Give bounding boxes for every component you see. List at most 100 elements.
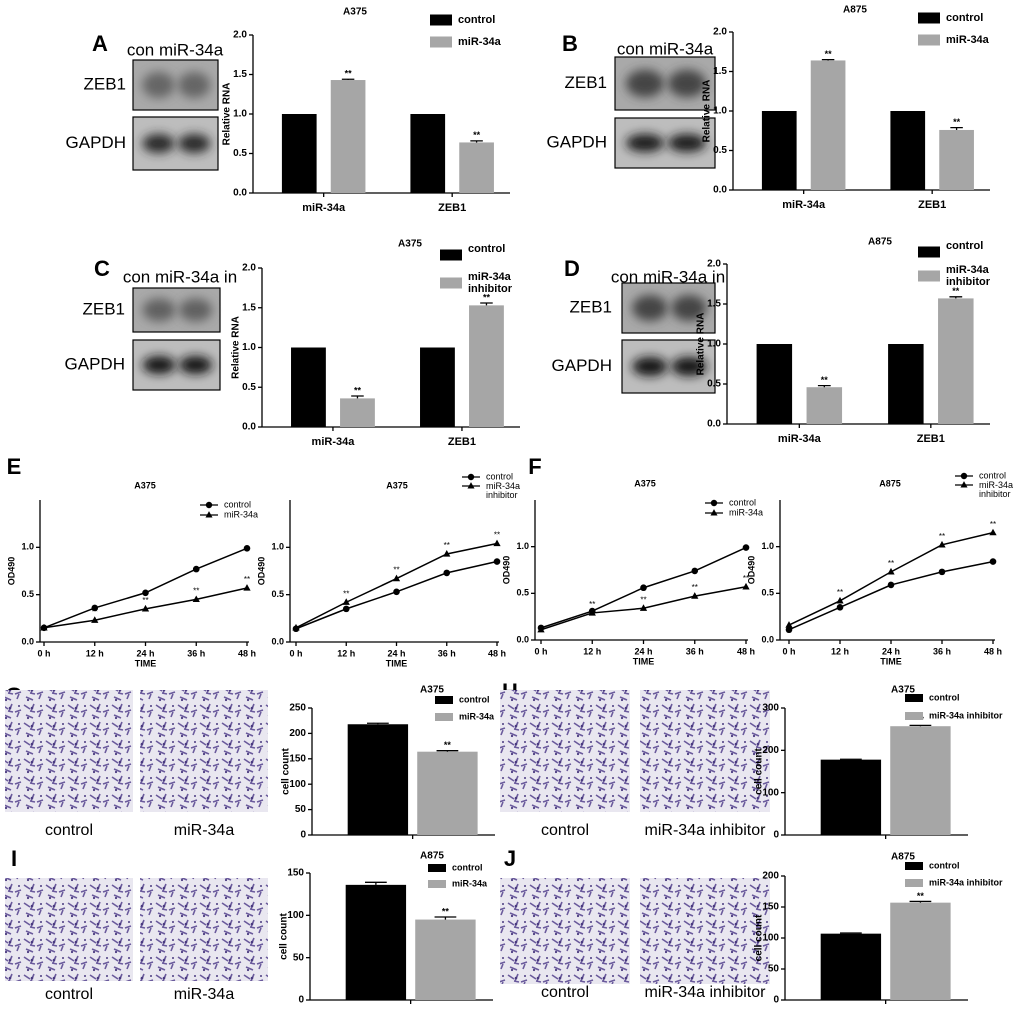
error-bar (949, 297, 962, 299)
y-tick-label: 200 (289, 728, 306, 739)
micrograph (500, 878, 630, 984)
circle-marker (939, 569, 946, 576)
error-bar (950, 128, 962, 130)
bar (807, 387, 843, 424)
y-tick-label: 150 (289, 753, 306, 764)
chart-title: A375 (891, 685, 915, 696)
y-tick-label: 0.0 (233, 188, 247, 199)
blot-row-label: ZEB1 (83, 74, 126, 93)
line (789, 533, 993, 625)
legend-marker (468, 474, 474, 480)
micrograph-caption: miR-34a (174, 986, 235, 1003)
chart-title: A375 (386, 480, 408, 490)
significance-label: ** (442, 906, 450, 916)
x-tick-label: 48 h (488, 648, 506, 658)
blot-band (142, 72, 174, 98)
chart-title: A375 (420, 685, 444, 696)
y-tick-label: 0.0 (516, 634, 529, 644)
bar (417, 752, 477, 835)
micrograph (5, 878, 133, 981)
y-axis-label: cell count (754, 914, 765, 961)
panel-letter: C (94, 256, 110, 281)
y-tick-label: 1.0 (233, 109, 247, 120)
chart-title: A875 (879, 478, 901, 488)
blot-band (668, 70, 706, 98)
x-tick-label: 36 h (686, 646, 704, 656)
y-tick-label: 0.0 (242, 422, 256, 433)
x-tick-label: miR-34a (312, 436, 356, 448)
x-tick-label: 36 h (438, 648, 456, 658)
circle-marker (393, 589, 400, 596)
chart-title: A375 (134, 480, 156, 490)
x-tick-label: miR-34a (302, 202, 346, 214)
significance-label: ** (345, 69, 353, 79)
legend-swatch (435, 696, 453, 704)
significance-label: ** (193, 587, 199, 596)
circle-marker (193, 566, 200, 573)
y-tick-label: 0 (773, 830, 779, 841)
blot-band (626, 134, 664, 152)
y-tick-label: 0.5 (21, 589, 34, 599)
blot-band (142, 134, 174, 153)
y-tick-label: 0.5 (233, 148, 247, 159)
bar (821, 760, 881, 835)
x-tick-label: 36 h (933, 646, 951, 656)
x-tick-label: 36 h (187, 648, 205, 658)
x-tick-label: 12 h (583, 646, 601, 656)
significance-label: ** (825, 49, 833, 59)
blot-band (178, 134, 210, 153)
legend-swatch (905, 694, 923, 702)
x-tick-label: ZEB1 (438, 202, 466, 214)
panel-letter: J (504, 846, 516, 871)
chart-title: A875 (420, 851, 444, 862)
blot-header: con miR-34a (617, 39, 714, 58)
y-tick-label: 2.0 (713, 27, 727, 38)
y-axis-label: Relative RNA (222, 83, 233, 146)
y-tick-label: 0.5 (271, 589, 284, 599)
significance-label: ** (343, 589, 349, 598)
y-tick-label: 0.5 (242, 382, 256, 393)
y-tick-label: 1.0 (516, 541, 529, 551)
circle-marker (888, 582, 895, 589)
circle-marker (494, 558, 501, 565)
bar (348, 724, 408, 835)
bar (459, 142, 494, 193)
bar (890, 726, 950, 835)
error-bar (470, 141, 482, 143)
error-bar (365, 882, 387, 885)
circle-marker (443, 570, 450, 577)
significance-label: ** (837, 588, 843, 597)
x-axis-label: TIME (880, 656, 902, 666)
error-bar (480, 303, 493, 305)
panel-letter: D (564, 256, 580, 281)
panel-letter: E (7, 454, 22, 479)
y-tick-label: 100 (762, 933, 779, 944)
significance-label: ** (92, 607, 98, 616)
micrograph (640, 878, 770, 984)
y-tick-label: 0.0 (21, 636, 34, 646)
error-bar (367, 723, 389, 724)
y-tick-label: 1.5 (233, 69, 247, 80)
y-tick-label: 1.0 (242, 342, 256, 353)
legend-swatch (428, 864, 446, 872)
chart-title: A375 (343, 7, 367, 18)
legend-marker (961, 473, 967, 479)
y-tick-label: 100 (287, 910, 304, 921)
y-tick-label: 1.0 (761, 541, 774, 551)
error-bar (840, 933, 862, 934)
bar (890, 903, 950, 1000)
y-tick-label: 2.0 (707, 259, 721, 270)
y-axis-label: OD490 (501, 556, 511, 585)
y-tick-label: 200 (762, 871, 779, 882)
y-tick-label: 150 (287, 868, 304, 879)
chart-title: A875 (843, 5, 867, 16)
y-axis-label: cell count (281, 747, 292, 794)
y-axis-label: OD490 (256, 557, 266, 586)
significance-label: ** (692, 583, 698, 592)
blot-row-label: GAPDH (547, 132, 607, 151)
triangle-marker (493, 540, 500, 547)
bar (811, 60, 846, 190)
legend-label: miR-34a (458, 36, 502, 48)
